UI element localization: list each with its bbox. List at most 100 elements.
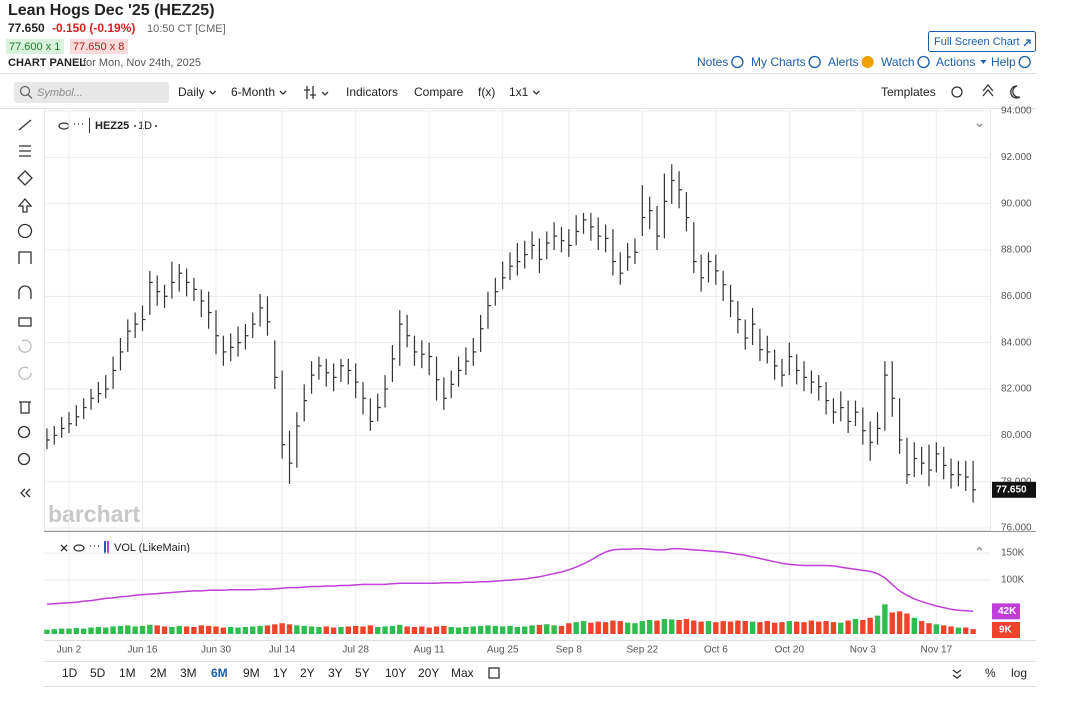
volume-bar [352,625,359,634]
range-button[interactable]: 2M [150,666,167,680]
header-link[interactable]: Watch [881,55,915,69]
header-link[interactable]: My Charts [751,55,806,69]
volume-bar [426,627,432,634]
volume-bar [375,626,381,634]
theme-icon[interactable] [1010,85,1021,99]
header-link[interactable]: Help [991,55,1016,69]
volume-bar [735,620,741,634]
ask-badge [70,39,128,54]
volume-bar [455,627,462,634]
volume-bar [250,626,256,634]
scale-toggle[interactable]: % [985,666,996,680]
range-button[interactable]: 3M [180,666,197,680]
header-link[interactable]: Alerts [828,55,859,69]
tool-arrow[interactable] [17,198,33,213]
range-button[interactable]: 6M [211,666,228,680]
volume-bar [419,626,425,634]
last-price: 77.650 [8,21,45,35]
fullscreen-label[interactable]: Full Screen Chart [934,36,1020,48]
volume-bar [757,622,763,634]
fullscreen-icon [1023,39,1031,47]
x-tick-label: Sep 8 [556,645,583,656]
volume-bar [522,626,528,634]
search-placeholder[interactable]: Symbol... [37,87,83,99]
volume-bar [771,622,778,634]
range-button[interactable]: 9M [243,666,260,680]
volume-bar [58,628,65,634]
tool-shape[interactable] [17,170,33,186]
tool-measure[interactable] [18,251,32,264]
tool-note[interactable] [17,223,33,239]
range-button[interactable]: Max [451,666,474,680]
bar-type-icon[interactable] [304,86,329,99]
range-button[interactable]: 2Y [300,666,315,680]
y-tick-label: 90.000 [1001,198,1032,209]
volume-bar [786,621,793,634]
volume-bar [88,627,94,634]
tool-fib[interactable] [19,145,31,157]
tool-delete[interactable] [19,401,31,414]
calendar-icon[interactable] [488,667,500,679]
legend-toggle[interactable] [976,123,983,128]
volume-bar [132,626,138,634]
toolbar-item[interactable]: Indicators [346,85,398,99]
legend-toggle[interactable] [976,546,983,551]
toolbar-item[interactable]: 6-Month [231,85,275,99]
tool-lock[interactable] [18,317,32,327]
range-button[interactable]: 1M [119,666,136,680]
toolbar-item[interactable]: Compare [414,85,464,99]
close-icon[interactable] [60,544,68,552]
volume-bar [669,619,675,634]
volume-bar [948,626,954,634]
volume-bar [896,611,903,634]
tool-redo[interactable] [18,366,32,380]
range-button[interactable]: 10Y [385,666,406,680]
volume-bar [801,622,807,634]
volume-bar [889,612,895,634]
volume-bar [345,626,352,634]
symbol-search[interactable] [14,82,169,103]
bid: 77.600 x 1 [9,41,60,53]
scale-toggle[interactable]: log [1011,666,1027,680]
tool-undo[interactable] [18,339,32,353]
range-button[interactable]: 1D [62,666,78,680]
volume-bar [294,625,300,634]
volume-bar [499,626,506,634]
dropdown-caret [209,90,217,95]
x-tick-label: Jun 16 [127,645,157,656]
volume-bar [51,629,57,634]
x-tick-label: Sep 22 [626,645,658,656]
ask: 77.650 x 8 [73,41,124,53]
panel-date: for Mon, Nov 24th, 2025 [83,57,201,69]
range-button[interactable]: 5D [90,666,106,680]
range-button[interactable]: 20Y [418,666,439,680]
toolbar-item[interactable]: 1x1 [509,85,529,99]
volume-bar [382,626,388,634]
range-button[interactable]: 3Y [328,666,343,680]
visibility-icon[interactable] [58,122,70,130]
tool-collapse[interactable] [20,488,31,498]
volume-bar [823,621,829,634]
settings-icon[interactable] [951,86,963,98]
tool-zoom-in[interactable] [17,425,31,439]
range-button[interactable]: 5Y [355,666,370,680]
range-button[interactable]: 1Y [273,666,288,680]
volume-bar [389,625,396,634]
tool-line[interactable] [18,119,32,131]
toolbar-item[interactable]: Daily [178,85,205,99]
collapse-icon[interactable] [982,83,994,97]
bid-badge [6,39,64,54]
volume-bar [147,624,153,634]
templates[interactable]: Templates [881,85,936,99]
tool-zoom-out[interactable] [17,452,31,466]
header-link[interactable]: Notes [697,55,728,69]
tool-magnet[interactable] [18,285,32,299]
visibility-icon[interactable] [73,544,85,552]
header-link[interactable]: Actions [936,55,975,69]
volume-bar [816,621,822,634]
fullscreen-button[interactable] [928,31,1036,52]
toolbar-item[interactable]: f(x) [478,85,495,99]
expand-icon[interactable] [952,669,962,679]
volume-bar [727,621,734,634]
volume-bar [514,626,521,634]
